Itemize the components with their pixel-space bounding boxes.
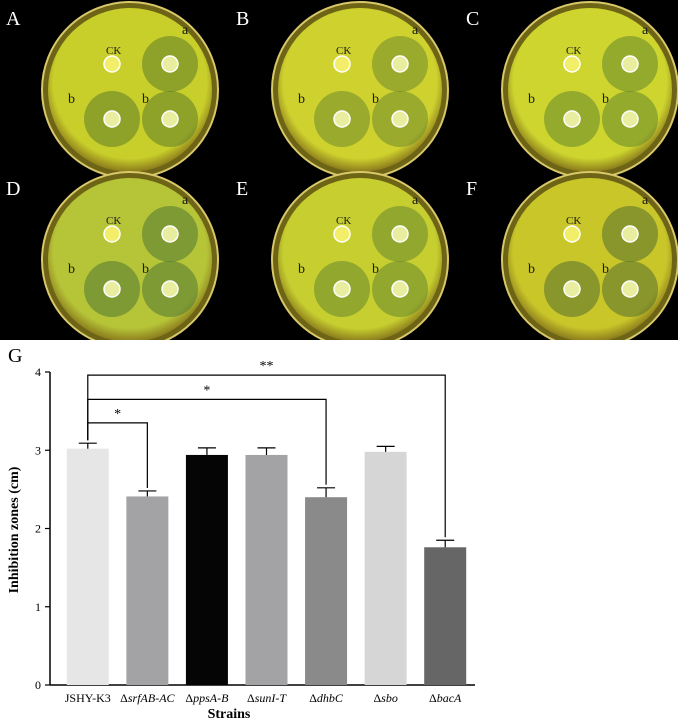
sample-well <box>621 55 639 73</box>
significance-marker: * <box>114 407 121 422</box>
sample-well <box>391 280 409 298</box>
control-well <box>563 225 581 243</box>
x-tick-label: ΔsunI-T <box>247 691 287 705</box>
control-well <box>333 225 351 243</box>
x-tick-label: JSHY-K3 <box>65 691 111 705</box>
bar-dhbc <box>305 497 348 685</box>
x-axis-title: Strains <box>208 707 251 722</box>
sample-well <box>161 225 179 243</box>
panel-letter-b: B <box>236 8 249 30</box>
petri-dish-a: CK a b b <box>41 1 219 179</box>
bar-srfab-ac <box>126 496 169 685</box>
x-tick-label: ΔbacA <box>429 691 462 705</box>
well-b-label: b <box>372 262 379 277</box>
y-tick-label: 4 <box>35 365 41 379</box>
bar-sbo <box>364 451 407 685</box>
bar-baca <box>424 547 467 685</box>
well-b-label: b <box>298 262 305 277</box>
petri-dish-b: CK a b b <box>271 1 449 179</box>
well-b-label: b <box>602 262 609 277</box>
sample-well <box>621 110 639 128</box>
control-well <box>103 225 121 243</box>
inhibition-bar-chart-panel: G Inhibition zones (cm) Strains 0 1 2 3 4 JSH… <box>0 340 678 722</box>
well-a-label: a <box>412 23 419 38</box>
y-tick-label: 1 <box>35 600 41 614</box>
sample-well <box>563 280 581 298</box>
control-label: CK <box>336 215 351 227</box>
well-b-label: b <box>142 92 149 107</box>
sample-well <box>103 280 121 298</box>
bar-suni-t <box>245 454 288 685</box>
y-tick-label: 3 <box>35 443 41 457</box>
x-tick-label: Δsbo <box>373 691 397 705</box>
panel-letter-c: C <box>466 8 479 30</box>
sample-well <box>333 280 351 298</box>
well-b-label: b <box>298 92 305 107</box>
well-b-label: b <box>68 92 75 107</box>
y-tick-label: 2 <box>35 522 41 536</box>
sample-well <box>161 110 179 128</box>
well-a-label: a <box>412 193 419 208</box>
plate-photo-grid: CK a b b A CK a b b B CK a b b C CK a b b D CK a b b E CK a b b F <box>6 1 678 340</box>
panel-letter-a: A <box>6 8 21 30</box>
sample-well <box>391 225 409 243</box>
panel-letter-d: D <box>6 178 20 200</box>
well-b-label: b <box>372 92 379 107</box>
sample-well <box>103 110 121 128</box>
sample-well <box>391 55 409 73</box>
panel-letter-e: E <box>236 178 248 200</box>
petri-dish-e: CK a b b <box>271 171 449 340</box>
x-tick-label: ΔdhbC <box>309 691 344 705</box>
well-a-label: a <box>182 23 189 38</box>
sample-well <box>333 110 351 128</box>
sample-well <box>621 280 639 298</box>
well-a-label: a <box>642 193 649 208</box>
petri-dish-c: CK a b b <box>501 1 678 179</box>
significance-marker: ** <box>260 359 274 374</box>
well-b-label: b <box>602 92 609 107</box>
plate-photo-panel: CK a b b A CK a b b B CK a b b C CK a b b D CK a b b E CK a b b F <box>0 0 678 340</box>
y-tick-label: 0 <box>35 678 41 692</box>
control-label: CK <box>566 45 581 57</box>
y-axis-title: Inhibition zones (cm) <box>7 466 22 593</box>
sample-well <box>391 110 409 128</box>
well-b-label: b <box>68 262 75 277</box>
panel-letter-g: G <box>8 345 22 367</box>
control-well <box>333 55 351 73</box>
x-tick-label: ΔppsA-B <box>185 691 229 705</box>
well-b-label: b <box>528 92 535 107</box>
significance-bracket <box>87 374 446 538</box>
significance-marker: * <box>203 383 210 398</box>
control-well <box>563 55 581 73</box>
sample-well <box>563 110 581 128</box>
sample-well <box>161 280 179 298</box>
sample-well <box>161 55 179 73</box>
panel-letter-f: F <box>466 178 477 200</box>
control-well <box>103 55 121 73</box>
control-label: CK <box>106 45 121 57</box>
control-label: CK <box>106 215 121 227</box>
well-b-label: b <box>528 262 535 277</box>
sample-well <box>621 225 639 243</box>
bar-ppsa-b <box>185 454 228 685</box>
petri-dish-f: CK a b b <box>501 171 678 340</box>
bar-jshy-k3 <box>66 448 109 685</box>
well-a-label: a <box>182 193 189 208</box>
control-label: CK <box>566 215 581 227</box>
control-label: CK <box>336 45 351 57</box>
well-a-label: a <box>642 23 649 38</box>
petri-dish-d: CK a b b <box>41 171 219 340</box>
well-b-label: b <box>142 262 149 277</box>
inhibition-bar-chart: G Inhibition zones (cm) Strains 0 1 2 3 4 JSH… <box>7 345 475 722</box>
x-tick-label: ΔsrfAB-AC <box>120 691 175 705</box>
